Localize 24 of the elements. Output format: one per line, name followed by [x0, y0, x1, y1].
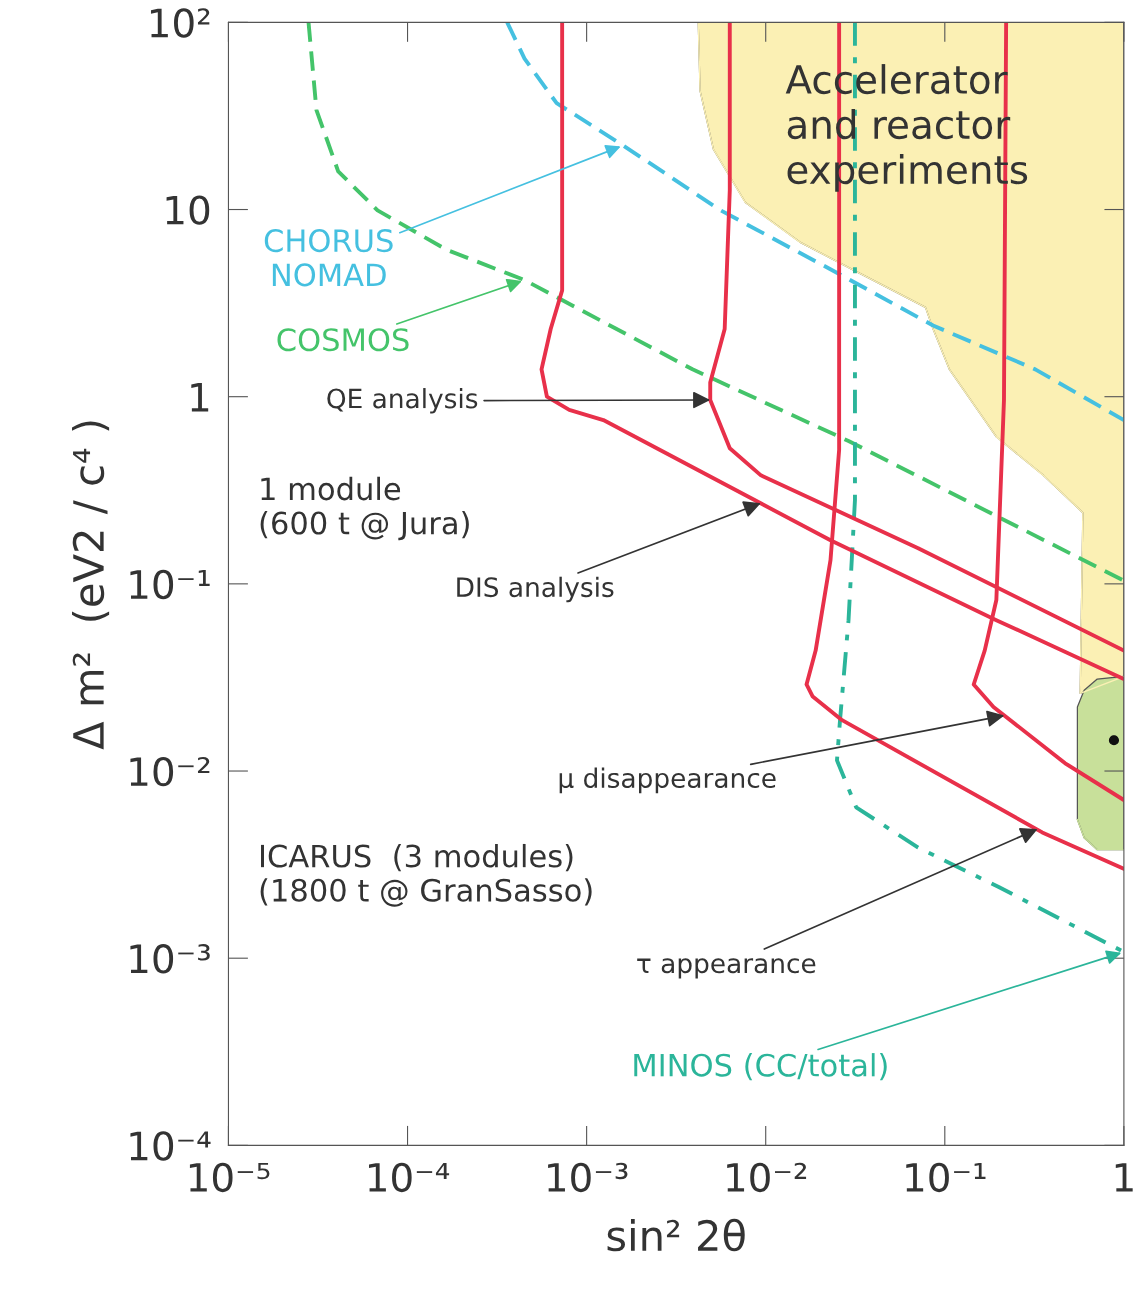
annotation: ICARUS (3 modules) (1800 t @ GranSasso)	[260, 843, 592, 907]
y-tick-label: 10⁻¹	[130, 569, 210, 600]
text: CHORUS NOMAD	[264, 229, 393, 287]
x-tick-label: 10⁻¹	[906, 1162, 986, 1193]
y-tick-label: 10	[166, 195, 210, 225]
y-tick-label: 10⁻²	[130, 756, 210, 787]
annotation: QE analysis	[327, 388, 478, 414]
annotation: DIS analysis	[457, 576, 614, 603]
x-tick-label: 10⁻²	[727, 1162, 807, 1193]
x-axis-title: sin² 2θ	[607, 1218, 745, 1252]
y-tick-label: 10²	[150, 8, 210, 38]
x-tick-label: 10⁻⁵	[189, 1162, 270, 1193]
y-tick-label: 1	[191, 383, 209, 412]
x-tick-label: 1	[1115, 1163, 1133, 1192]
y-tick-label: 10⁻³	[130, 944, 210, 974]
y-tick-label: 10⁻⁴	[130, 1131, 211, 1161]
annotation: τ appearance	[637, 958, 816, 979]
annotation: μ disappearance	[559, 767, 776, 794]
text: COSMOS	[277, 328, 409, 352]
x-tick-label: 10⁻⁴	[369, 1162, 450, 1193]
x-tick-label: 10⁻³	[548, 1162, 628, 1193]
annotation: 1 module (600 t @ Jura)	[260, 476, 469, 541]
y-axis-title: Δ m² (eV2 / c⁴ )	[72, 421, 110, 750]
text: MINOS (CC/total)	[634, 1053, 887, 1081]
